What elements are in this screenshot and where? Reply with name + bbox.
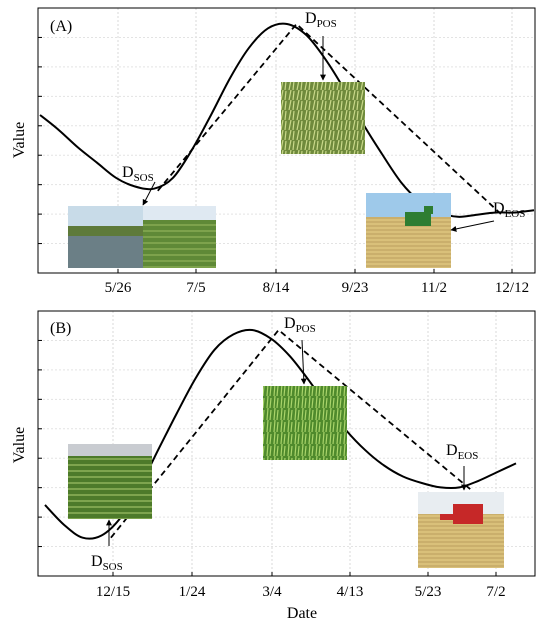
panel-b-y-axis-label: Value bbox=[11, 427, 28, 463]
x-tick-label: 4/13 bbox=[337, 584, 364, 600]
annotation-d-pos-a: DPOS bbox=[305, 10, 337, 30]
panel-a-y-axis-label: Value bbox=[11, 122, 28, 158]
x-tick-label: 9/23 bbox=[342, 280, 369, 296]
x-tick-label: 12/12 bbox=[495, 280, 529, 296]
arrow-d-pos-b bbox=[300, 339, 307, 385]
arrow-d-sos-a bbox=[142, 181, 156, 206]
x-tick-label: 5/26 bbox=[105, 280, 132, 296]
panel-a: (A) Value 5/26 7/5 8/14 9/23 11/2 12/12 bbox=[11, 7, 536, 296]
annotation-d-sos-a: DSOS bbox=[122, 164, 154, 184]
x-tick-label: 7/5 bbox=[186, 280, 205, 296]
panel-b-y-ticks bbox=[38, 339, 42, 548]
x-tick-label: 5/23 bbox=[415, 584, 442, 600]
arrow-d-eos-a bbox=[450, 220, 495, 232]
photo-harvester-field-a bbox=[366, 193, 451, 268]
photo-wheat-peak-growth-a bbox=[281, 82, 365, 154]
panel-b-dashed-segments bbox=[110, 328, 472, 539]
panel-a-y-ticks bbox=[38, 36, 42, 245]
panel-a-grid bbox=[39, 8, 534, 273]
annotation-d-eos-b: DEOS bbox=[446, 442, 478, 462]
annotation-d-sos-b: DSOS bbox=[91, 553, 123, 573]
annotation-d-eos-a: DEOS bbox=[493, 200, 525, 220]
panel-a-x-tick-labels: 5/26 7/5 8/14 9/23 11/2 12/12 bbox=[105, 280, 529, 296]
photo-green-seedlings bbox=[143, 206, 216, 268]
panel-b-frame bbox=[37, 310, 536, 577]
panel-a-frame bbox=[37, 7, 536, 274]
panel-a-dashed-segments bbox=[157, 22, 503, 216]
photo-flooded-field-sowing bbox=[68, 206, 143, 268]
annotation-d-pos-b: DPOS bbox=[284, 315, 316, 335]
panel-b-x-tick-labels: 12/15 1/24 3/4 4/13 5/23 7/2 bbox=[96, 584, 506, 600]
photo-seedling-rows bbox=[68, 444, 152, 519]
panel-b: (B) Value 12/15 1/24 3/4 4/13 5/23 7/2 D… bbox=[11, 310, 536, 622]
photo-red-harvester-field bbox=[418, 492, 504, 568]
photo-wheat-peak-growth-b bbox=[263, 386, 347, 460]
x-tick-label: 3/4 bbox=[262, 584, 282, 600]
x-axis-label: Date bbox=[287, 605, 317, 622]
panel-a-label: (A) bbox=[50, 18, 72, 35]
x-tick-label: 8/14 bbox=[263, 280, 290, 296]
x-tick-label: 11/2 bbox=[421, 280, 447, 296]
panel-a-fitted-curve bbox=[39, 22, 535, 218]
x-tick-label: 12/15 bbox=[96, 584, 130, 600]
x-tick-label: 7/2 bbox=[486, 584, 505, 600]
x-tick-label: 1/24 bbox=[179, 584, 206, 600]
panel-b-label: (B) bbox=[50, 320, 71, 337]
